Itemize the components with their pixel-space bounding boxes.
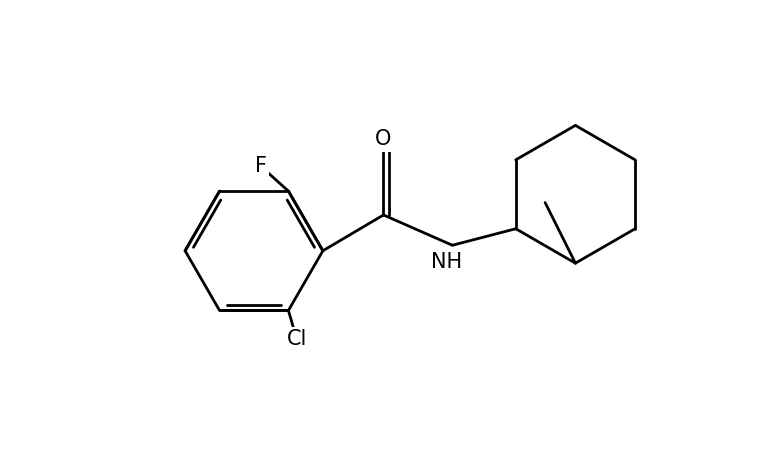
Text: Cl: Cl [286,329,307,349]
Text: NH: NH [431,252,462,272]
Text: Cl: Cl [286,329,307,349]
Text: O: O [375,129,391,149]
Text: F: F [255,156,267,176]
Text: F: F [255,156,267,176]
